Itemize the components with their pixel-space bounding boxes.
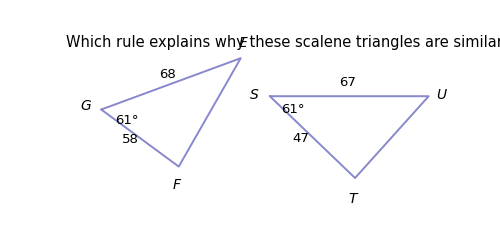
- Text: Which rule explains why these scalene triangles are similar?: Which rule explains why these scalene tr…: [66, 35, 500, 50]
- Text: 67: 67: [339, 76, 356, 89]
- Text: 61°: 61°: [115, 114, 138, 127]
- Text: E: E: [238, 36, 247, 50]
- Text: F: F: [173, 178, 181, 192]
- Text: 58: 58: [122, 133, 139, 146]
- Text: T: T: [348, 192, 356, 206]
- Text: U: U: [436, 88, 446, 102]
- Text: 61°: 61°: [282, 103, 305, 116]
- Text: S: S: [250, 88, 258, 102]
- Text: G: G: [81, 99, 92, 113]
- Text: 47: 47: [292, 132, 309, 144]
- Text: 68: 68: [159, 68, 176, 81]
